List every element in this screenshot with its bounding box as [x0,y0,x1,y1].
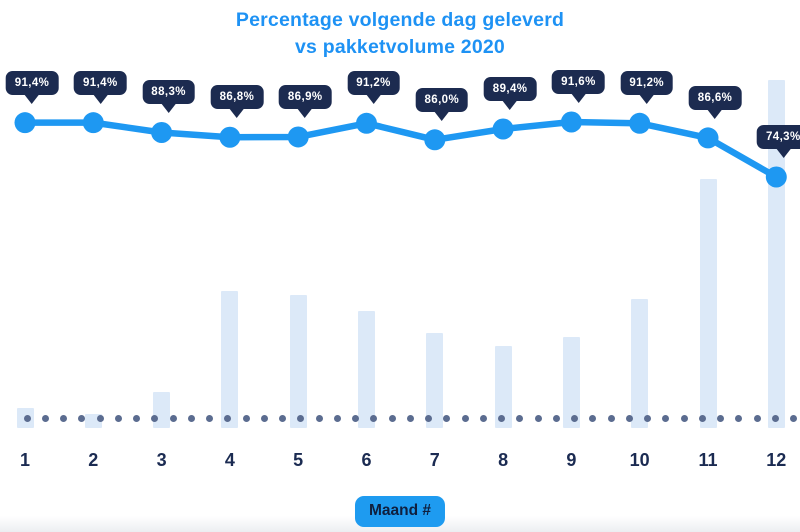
line-marker [151,121,173,143]
baseline-dot [370,415,378,422]
baseline-dot [260,415,268,422]
baseline-dot [96,415,104,422]
x-axis-tick-label: 3 [156,450,167,470]
baseline-dot [206,415,213,422]
baseline-dot [644,415,651,422]
baseline-dot [406,415,414,422]
x-axis-tick-label: 1 [19,450,30,470]
baseline-dot [60,415,67,422]
line-marker [697,127,719,149]
baseline-dot [352,415,359,422]
volume-bar [358,311,375,428]
baseline-dot [735,415,743,422]
baseline-dot [388,415,396,422]
baseline-dot [23,415,31,422]
value-callout-bubble: 91,4% [5,70,59,95]
value-callout-bubble: 88,3% [142,80,195,105]
line-marker [629,112,651,134]
value-callout-bubble: 91,6% [552,70,605,94]
baseline-dot [151,415,159,422]
baseline-dot [461,415,469,422]
line-marker [424,129,446,151]
line-marker [356,112,377,134]
value-callout-bubble: 91,2% [620,71,673,96]
baseline-dot [552,415,560,422]
value-callout-bubble: 91,4% [73,70,127,95]
baseline-dot [680,415,688,422]
x-axis-tick-label: 10 [629,450,650,470]
baseline-dot [790,415,797,422]
baseline-dot [187,415,195,422]
baseline-dot [662,415,670,422]
x-axis-tick-label: 6 [361,450,372,470]
volume-bar [631,299,649,428]
volume-bar [289,295,307,428]
baseline-dot [479,415,487,422]
volume-bar [562,337,580,428]
baseline-dot [242,415,250,422]
baseline-dot [169,415,177,422]
line-marker [14,112,36,134]
baseline-dot [425,415,432,422]
baseline-dot [589,415,597,422]
baseline-dot [498,415,505,422]
x-axis-tick-label: 12 [766,450,787,470]
x-axis-tick-label: 5 [293,450,304,470]
value-callout-bubble: 86,0% [415,87,469,112]
value-callout-bubble: 86,9% [278,84,332,109]
baseline-dot [516,415,524,422]
x-axis-tick-label: 4 [224,450,235,470]
line-marker [492,118,514,140]
baseline-dot [443,415,451,422]
baseline-dot [224,415,232,422]
volume-bar [699,179,717,428]
baseline-dot [297,415,305,422]
volume-bar [426,333,444,428]
x-axis-tick-label: 8 [498,450,509,470]
baseline-dot [607,415,615,422]
baseline-dot [534,415,542,422]
x-axis-tick-label: 9 [566,450,577,470]
volume-bar [221,291,239,428]
baseline-dot [698,415,706,422]
line-marker [765,166,787,188]
volume-bar [494,346,512,428]
line-marker [560,111,582,133]
volume-bar [767,80,785,428]
baseline-dot [279,415,286,422]
baseline-dot [41,415,49,422]
baseline-dot [315,415,323,422]
baseline-dot [771,415,779,422]
baseline-dot [133,415,140,422]
value-callout-bubble: 86,8% [210,85,264,110]
line-marker [82,112,104,134]
value-callout-bubble: 74,3% [756,125,800,149]
baseline-dot [333,415,341,422]
baseline-dot [625,415,633,422]
chart-title-line1: Percentage volgende dag geleverd [235,9,565,31]
x-axis-tick-label: 7 [429,450,440,470]
value-callout-bubble: 86,6% [688,85,742,110]
baseline-dot [571,415,578,422]
x-axis-tick-label: 11 [698,450,718,470]
baseline-dot [78,415,86,422]
delivery-percentage-line [21,118,780,181]
line-marker [287,126,309,148]
baseline-dot [717,415,724,422]
chart-title-line2: vs pakketvolume 2020 [295,36,505,58]
value-callout-bubble: 91,2% [347,71,400,96]
value-callout-bubble: 89,4% [483,76,537,101]
x-axis-tick-label: 2 [88,450,99,470]
baseline-dot [753,415,761,422]
x-axis-label-badge: Maand # [354,496,446,527]
baseline-dot [114,415,122,422]
line-marker [219,126,241,148]
chart-title: Percentage volgende dag geleverd vs pakk… [0,7,800,61]
